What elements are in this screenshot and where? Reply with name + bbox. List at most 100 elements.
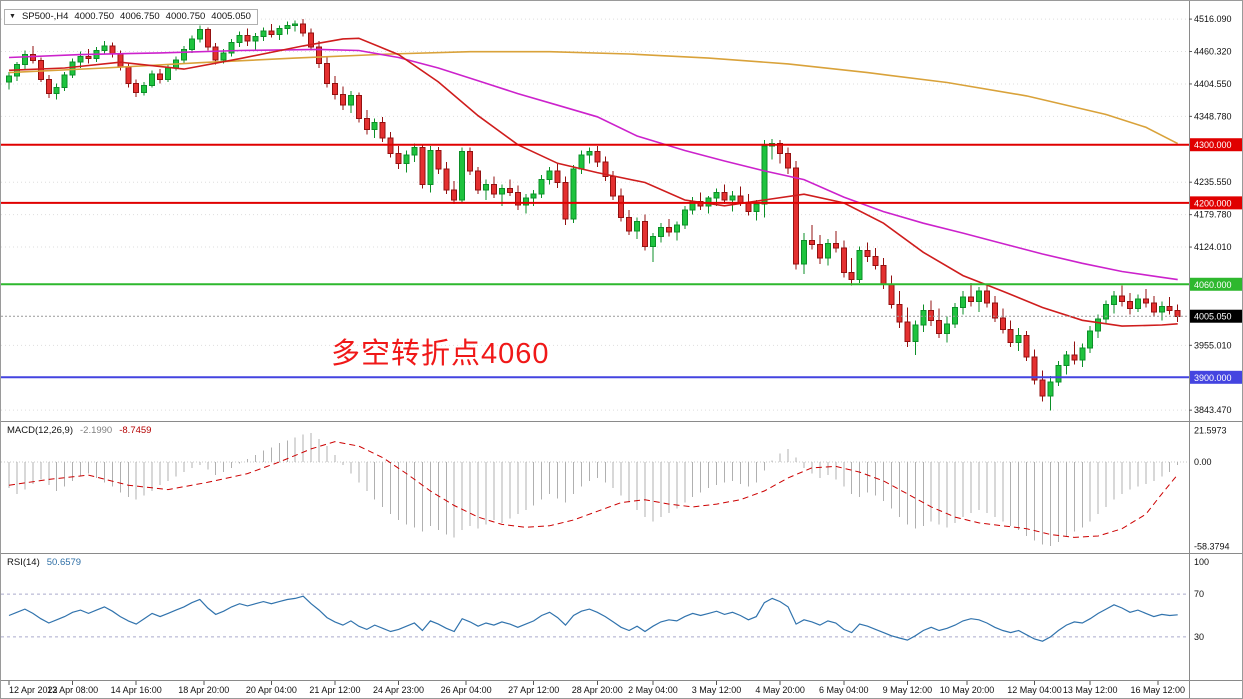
candle bbox=[602, 161, 609, 178]
svg-text:12 Apr 2022: 12 Apr 2022 bbox=[9, 685, 58, 695]
candle bbox=[6, 75, 12, 83]
candle bbox=[546, 170, 553, 181]
svg-text:24 Apr 23:00: 24 Apr 23:00 bbox=[373, 685, 424, 695]
candle bbox=[530, 193, 537, 199]
candle bbox=[109, 45, 116, 55]
candle bbox=[1071, 354, 1078, 361]
candle bbox=[538, 179, 545, 195]
svg-text:30: 30 bbox=[1194, 632, 1204, 642]
candle bbox=[133, 83, 140, 93]
candle bbox=[920, 309, 927, 326]
svg-text:4348.780: 4348.780 bbox=[1194, 111, 1232, 121]
svg-text:4200.000: 4200.000 bbox=[1194, 198, 1232, 208]
candle bbox=[292, 23, 299, 27]
candle bbox=[610, 176, 617, 197]
svg-text:13 May 12:00: 13 May 12:00 bbox=[1063, 685, 1118, 695]
svg-text:21.5973: 21.5973 bbox=[1194, 426, 1227, 436]
candle bbox=[236, 34, 243, 43]
svg-text:4124.010: 4124.010 bbox=[1194, 242, 1232, 252]
candle bbox=[824, 243, 831, 259]
candle bbox=[983, 290, 990, 304]
candle bbox=[840, 247, 847, 274]
candle bbox=[395, 152, 402, 164]
svg-text:3843.470: 3843.470 bbox=[1194, 405, 1232, 415]
candle bbox=[1047, 381, 1054, 397]
candle bbox=[745, 202, 752, 213]
svg-text:18 Apr 20:00: 18 Apr 20:00 bbox=[178, 685, 229, 695]
price-scale[interactable]: 4516.090 4460.320 4404.550 4348.780 4235.550… bbox=[1189, 14, 1243, 642]
macd-name: MACD(12,26,9) bbox=[7, 425, 73, 436]
candle bbox=[570, 168, 577, 220]
candle bbox=[936, 319, 943, 335]
expand-toggle-icon[interactable]: ▼ bbox=[9, 13, 16, 20]
svg-text:9 May 12:00: 9 May 12:00 bbox=[883, 685, 933, 695]
candle bbox=[252, 36, 259, 42]
candle bbox=[872, 255, 879, 267]
candle bbox=[1015, 334, 1022, 343]
candle bbox=[1119, 295, 1125, 303]
price-level-label bbox=[1190, 370, 1242, 384]
candle bbox=[308, 32, 315, 48]
candle bbox=[371, 122, 378, 131]
candle bbox=[1095, 318, 1102, 332]
svg-text:4404.550: 4404.550 bbox=[1194, 79, 1232, 89]
candle bbox=[498, 187, 505, 195]
macd-label: MACD(12,26,9) -2.1990 -8.7459 bbox=[7, 425, 151, 436]
candle bbox=[681, 209, 688, 226]
candle bbox=[37, 59, 44, 81]
candle bbox=[649, 236, 656, 247]
candle bbox=[848, 272, 855, 281]
candle bbox=[912, 324, 919, 342]
bid-price-label bbox=[1190, 309, 1242, 323]
candle bbox=[117, 53, 124, 68]
rsi-value: 50.6579 bbox=[46, 557, 82, 568]
symbol-timeframe: SP500-,H4 bbox=[21, 11, 69, 22]
ohlc-readout[interactable]: ▼ SP500-,H4 4000.750 4006.750 4000.750 4… bbox=[4, 9, 258, 25]
candle bbox=[554, 170, 561, 184]
svg-text:27 Apr 12:00: 27 Apr 12:00 bbox=[508, 685, 559, 695]
candle bbox=[506, 187, 513, 193]
candle bbox=[77, 55, 84, 63]
chart-annotation[interactable]: 多空转折点4060 bbox=[331, 338, 550, 370]
candle bbox=[808, 240, 815, 246]
candle bbox=[324, 62, 330, 85]
candle bbox=[952, 307, 959, 325]
candle bbox=[268, 30, 275, 35]
svg-text:0.00: 0.00 bbox=[1194, 457, 1212, 467]
candle bbox=[967, 296, 974, 303]
candle bbox=[960, 296, 966, 309]
candle bbox=[642, 220, 648, 247]
open-value: 4000.750 bbox=[74, 11, 115, 22]
grid-layer bbox=[1, 18, 1189, 411]
svg-text:4060.000: 4060.000 bbox=[1194, 280, 1232, 290]
svg-text:4300.000: 4300.000 bbox=[1194, 140, 1232, 150]
candle bbox=[180, 48, 187, 61]
candle bbox=[1023, 334, 1030, 358]
macd-signal-line bbox=[8, 441, 1179, 538]
candle bbox=[618, 195, 625, 218]
candle bbox=[276, 27, 283, 35]
candle bbox=[379, 122, 386, 139]
moving-averages-layer bbox=[8, 37, 1179, 327]
candle bbox=[212, 46, 219, 61]
svg-text:3955.010: 3955.010 bbox=[1194, 340, 1232, 350]
candle bbox=[944, 323, 951, 335]
candle bbox=[665, 226, 672, 233]
candle bbox=[761, 145, 768, 205]
candle bbox=[777, 143, 784, 154]
candle bbox=[753, 203, 760, 213]
rsi-line bbox=[8, 595, 1178, 642]
candle bbox=[634, 220, 641, 232]
high-value: 4006.750 bbox=[120, 11, 160, 22]
price-level-label bbox=[1190, 138, 1242, 152]
svg-text:70: 70 bbox=[1194, 589, 1204, 599]
candle bbox=[475, 170, 482, 191]
candle bbox=[1031, 356, 1038, 381]
candle bbox=[904, 321, 911, 342]
candle bbox=[355, 94, 362, 120]
candle bbox=[999, 317, 1006, 331]
svg-text:6 May 04:00: 6 May 04:00 bbox=[819, 685, 869, 695]
